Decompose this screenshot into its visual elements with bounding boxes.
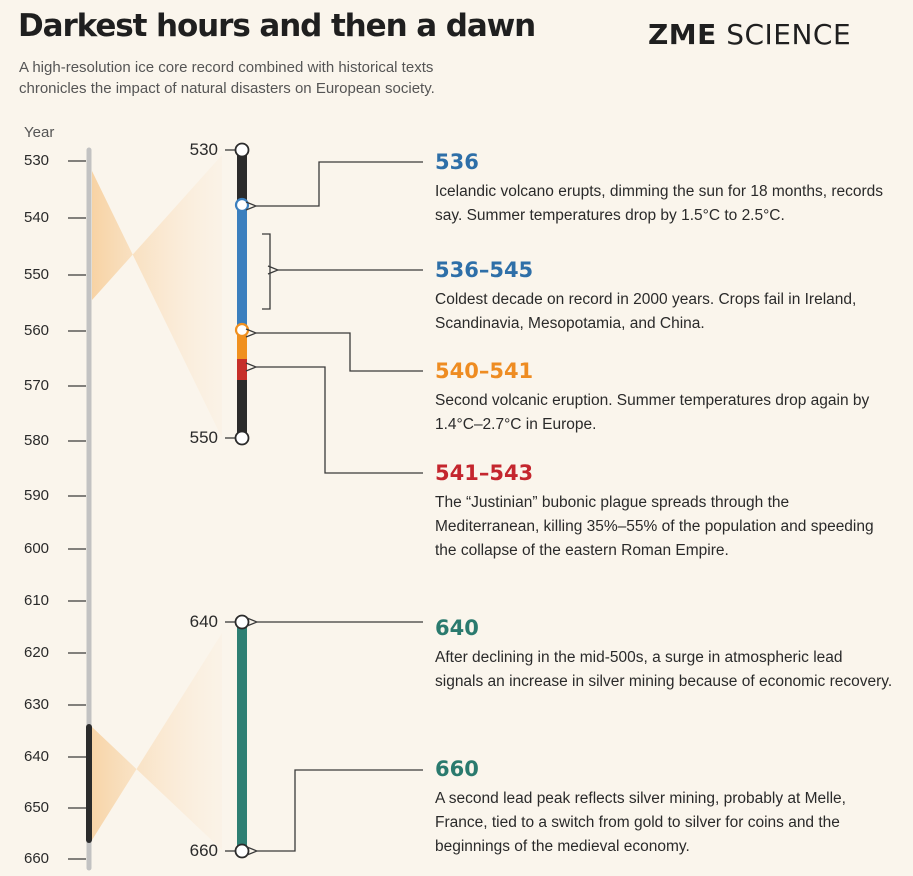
core-segment-536-545: [237, 205, 247, 329]
axis-tick-label: 660: [24, 850, 50, 867]
axis-tick-label: 600: [24, 540, 50, 557]
event-description: Icelandic volcano erupts, dimming the su…: [435, 183, 884, 224]
axis-tick-label: 630: [24, 696, 50, 713]
logo-light: SCIENCE: [726, 18, 852, 51]
event-540-541: 540–541 Second volcanic eruption. Summer…: [435, 358, 895, 437]
logo-bold: ZME: [648, 18, 717, 51]
zoom-wedge-530-550: [92, 155, 222, 438]
zoom-wedge-640-660: [92, 633, 222, 850]
event-year: 540–541: [435, 359, 534, 383]
event-description: A second lead peak reflects silver minin…: [435, 790, 846, 855]
axis-tick-label: 580: [24, 432, 50, 449]
core-node-540: [234, 322, 250, 338]
axis-tick-label: 590: [24, 487, 50, 504]
core-node-660: [234, 843, 250, 859]
event-541-543: 541–543 The “Justinian” bubonic plague s…: [435, 460, 895, 563]
event-year: 536–545: [435, 258, 534, 282]
core-label-660: 660: [189, 841, 218, 860]
event-year: 640: [435, 616, 479, 640]
event-year: 660: [435, 757, 479, 781]
ice-core-530-550: [225, 142, 250, 446]
axis-tick-label: 570: [24, 377, 50, 394]
connector-536: [256, 161, 423, 206]
page-subtitle: A high-resolution ice core record combin…: [19, 59, 435, 97]
event-description: After declining in the mid-500s, a surge…: [435, 649, 893, 690]
axis-tick-label: 650: [24, 799, 50, 816]
axis-tick-label: 560: [24, 322, 50, 339]
core-label-530: 530: [189, 140, 218, 159]
core-node-536: [234, 197, 250, 213]
axis-tick-marks: [68, 160, 86, 860]
core-segment-541-543: [237, 359, 247, 380]
core-node-530: [234, 142, 250, 158]
event-536-545: 536–545 Coldest decade on record in 2000…: [435, 257, 895, 336]
event-description: The “Justinian” bubonic plague spreads t…: [435, 494, 874, 559]
core-segment-540-541: [237, 329, 247, 359]
event-description: Coldest decade on record in 2000 years. …: [435, 291, 857, 332]
axis-tick-label: 530: [24, 152, 50, 169]
axis-tick-label: 640: [24, 748, 50, 765]
core-node-550: [234, 430, 250, 446]
core-label-550: 550: [189, 428, 218, 447]
zme-science-logo: ZME SCIENCE: [648, 18, 851, 51]
bracket-536-545: [262, 233, 271, 310]
event-year: 536: [435, 150, 479, 174]
axis-tick-label: 620: [24, 644, 50, 661]
connector-540-541: [256, 333, 423, 372]
axis-tick-label: 610: [24, 592, 50, 609]
event-640: 640 After declining in the mid-500s, a s…: [435, 615, 895, 694]
event-year: 541–543: [435, 461, 534, 485]
event-536: 536 Icelandic volcano erupts, dimming th…: [435, 149, 895, 228]
axis-tick-label: 550: [24, 266, 50, 283]
connector-541-543: [256, 367, 423, 474]
event-660: 660 A second lead peak reflects silver m…: [435, 756, 895, 859]
axis-tick-label: 540: [24, 209, 50, 226]
core-node-640: [234, 614, 250, 630]
page-title: Darkest hours and then a dawn: [18, 8, 536, 44]
event-connectors: [256, 161, 423, 851]
event-description: Second volcanic eruption. Summer tempera…: [435, 392, 870, 433]
ice-core-640-660: [225, 614, 250, 859]
axis-title: Year: [24, 124, 55, 141]
connector-660: [257, 769, 423, 851]
core-label-640: 640: [189, 612, 218, 631]
